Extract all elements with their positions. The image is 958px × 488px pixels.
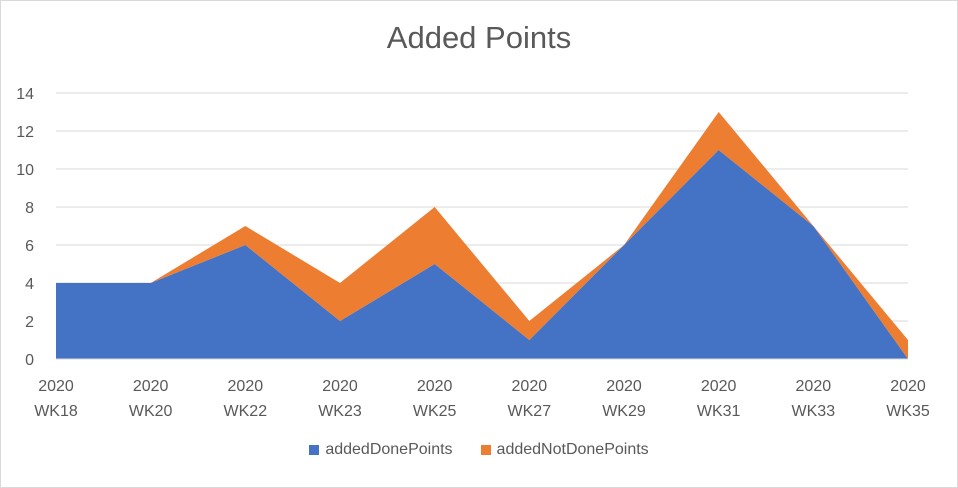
y-tick-label: 0 xyxy=(25,352,34,369)
legend-label-done: addedDonePoints xyxy=(325,441,453,458)
x-tick-label-year: 2020 xyxy=(38,378,74,395)
chart-title: Added Points xyxy=(386,20,572,55)
x-tick-label-year: 2020 xyxy=(228,378,264,395)
x-tick-label-year: 2020 xyxy=(606,378,642,395)
x-tick-label-week: WK31 xyxy=(697,403,741,420)
area-series-addedNotDonePoints xyxy=(56,112,908,359)
x-tick-label-year: 2020 xyxy=(133,378,169,395)
x-tick-label-year: 2020 xyxy=(890,378,926,395)
y-tick-label: 10 xyxy=(16,162,34,179)
x-tick-label-week: WK35 xyxy=(886,403,930,420)
x-tick-label-week: WK20 xyxy=(129,403,173,420)
legend-label-not-done: addedNotDonePoints xyxy=(496,441,649,458)
y-tick-label: 6 xyxy=(25,238,34,255)
legend-item-done: addedDonePoints xyxy=(309,441,453,459)
x-tick-label-week: WK22 xyxy=(224,403,268,420)
legend: addedDonePoints addedNotDonePoints xyxy=(0,441,958,459)
y-tick-label: 8 xyxy=(25,200,34,217)
y-tick-label: 14 xyxy=(16,86,34,103)
x-tick-label-week: WK33 xyxy=(792,403,836,420)
legend-swatch-done xyxy=(309,445,320,455)
x-tick-label-year: 2020 xyxy=(417,378,453,395)
x-tick-label-year: 2020 xyxy=(512,378,548,395)
y-tick-label: 2 xyxy=(25,314,34,331)
legend-swatch-not-done xyxy=(480,445,491,455)
x-tick-label-week: WK29 xyxy=(602,403,646,420)
area-series-addedDonePoints xyxy=(56,150,908,359)
x-tick-label-week: WK27 xyxy=(508,403,552,420)
y-tick-label: 12 xyxy=(16,124,34,141)
x-tick-label-year: 2020 xyxy=(322,378,358,395)
x-tick-label-year: 2020 xyxy=(701,378,737,395)
y-tick-label: 4 xyxy=(25,276,34,293)
legend-item-not-done: addedNotDonePoints xyxy=(480,441,649,459)
x-tick-label-week: WK18 xyxy=(34,403,78,420)
x-tick-label-week: WK25 xyxy=(413,403,457,420)
x-tick-label-week: WK23 xyxy=(318,403,362,420)
x-tick-label-year: 2020 xyxy=(796,378,832,395)
